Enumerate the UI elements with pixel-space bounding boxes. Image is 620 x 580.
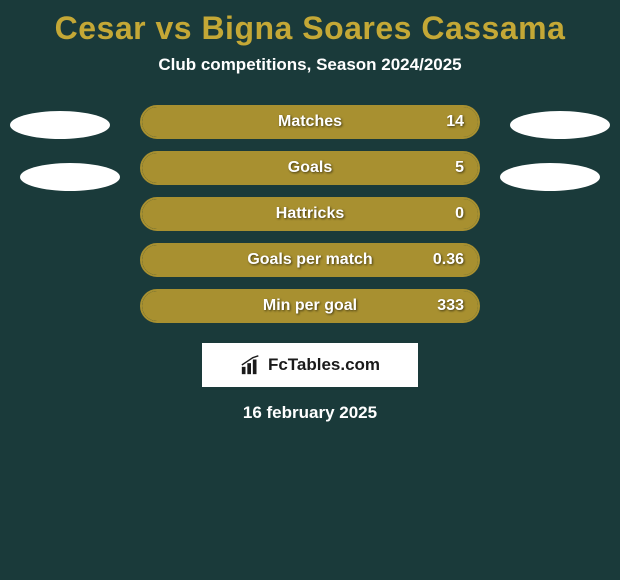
bar-value: 14	[446, 113, 464, 131]
bar-label: Goals per match	[247, 251, 372, 269]
footer-date: 16 february 2025	[10, 403, 610, 423]
bar-label: Min per goal	[263, 297, 357, 315]
bar-label: Goals	[288, 159, 332, 177]
bar-label: Hattricks	[276, 205, 344, 223]
bar-label: Matches	[278, 113, 342, 131]
bar-chart: Matches 14 Goals 5 Hattricks 0 Goals per…	[140, 105, 480, 323]
bar-row: Goals 5	[140, 151, 480, 185]
decorative-ellipse	[500, 163, 600, 191]
chart-area: Matches 14 Goals 5 Hattricks 0 Goals per…	[0, 105, 620, 423]
infographic-container: Cesar vs Bigna Soares Cassama Club compe…	[0, 0, 620, 433]
bar-row: Matches 14	[140, 105, 480, 139]
bar-value: 5	[455, 159, 464, 177]
decorative-ellipse	[510, 111, 610, 139]
bar-row: Goals per match 0.36	[140, 243, 480, 277]
decorative-ellipse	[20, 163, 120, 191]
brand-box: FcTables.com	[202, 343, 418, 387]
bar-value: 0.36	[433, 251, 464, 269]
bar-row: Min per goal 333	[140, 289, 480, 323]
brand-text: FcTables.com	[268, 355, 380, 375]
bar-chart-icon	[240, 354, 262, 376]
decorative-ellipse	[10, 111, 110, 139]
bar-row: Hattricks 0	[140, 197, 480, 231]
page-subtitle: Club competitions, Season 2024/2025	[0, 55, 620, 75]
bar-value: 0	[455, 205, 464, 223]
bar-value: 333	[437, 297, 464, 315]
page-title: Cesar vs Bigna Soares Cassama	[0, 10, 620, 47]
